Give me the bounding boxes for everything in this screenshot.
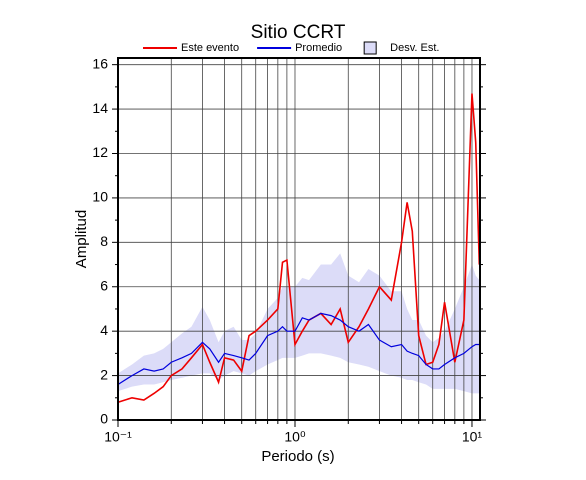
y-tick-label: 14 [92,100,108,116]
x-tick-label: 10¹ [462,429,483,445]
legend-label: Este evento [181,42,239,54]
y-tick-label: 16 [92,55,108,71]
series-line [117,93,481,403]
y-tick-label: 10 [92,189,108,205]
y-tick-label: 2 [100,366,108,382]
y-axis-label: Amplitud [73,210,90,268]
series-line [117,312,480,385]
y-tick-label: 8 [100,233,108,249]
chart-title: Sitio CCRT [251,22,346,43]
legend-swatch [363,41,377,55]
legend-label: Promedio [295,42,342,54]
y-tick-label: 6 [100,277,108,293]
y-tick-label: 0 [100,411,108,427]
x-tick-label: 10⁰ [284,429,306,445]
x-tick-label: 10⁻¹ [104,429,132,445]
y-tick-label: 4 [100,322,108,338]
x-axis-label: Periodo (s) [261,448,334,465]
y-tick-label: 12 [92,144,108,160]
legend-label: Desv. Est. [390,42,439,54]
plot-frame [117,57,481,421]
